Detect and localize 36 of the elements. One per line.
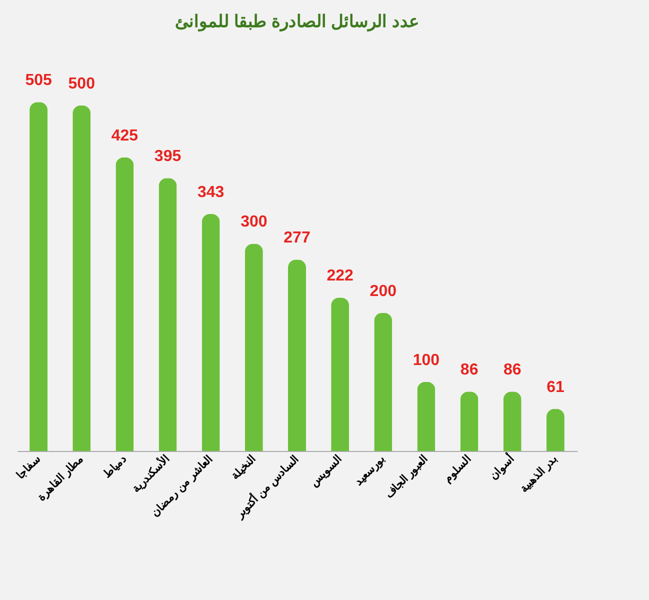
data-label: 61 [546,378,564,396]
data-label: 343 [197,184,224,202]
data-label: 500 [68,76,96,93]
x-tick-label: بدر الذهبية [518,453,560,496]
bar [546,408,564,451]
data-label: 100 [412,352,440,369]
bar [30,102,48,451]
data-label: 395 [154,148,182,166]
x-tick-label: السلوم [442,453,474,486]
x-tick-label: الأسكندرية [128,452,172,495]
data-label: 222 [326,268,354,285]
bar [460,392,478,451]
x-tick-label: السويس [308,453,344,490]
bar [503,392,522,451]
chart-title: عدد الرسائل الصادرة طبقا للموانئ [175,12,419,32]
data-label: 86 [460,362,478,379]
x-tick-label: بورسعيد [352,453,388,488]
bar [202,214,220,451]
data-label: 277 [284,230,310,247]
bar [158,178,177,451]
data-label: 200 [370,282,397,300]
data-label: 505 [25,72,52,90]
data-label: 300 [240,214,268,231]
bar [244,244,263,451]
bar [417,382,436,451]
x-tick-label: دمياط [101,453,129,481]
bar [72,106,91,451]
bar [331,298,350,451]
x-tick-label: النخيلة [229,453,258,482]
bar [116,157,134,451]
bar [288,260,306,451]
x-tick-label: أسوان [486,452,517,482]
bar [374,312,392,451]
data-label: 425 [111,127,138,144]
data-label: 86 [503,362,522,379]
x-tick-label: سفاجا [14,453,43,482]
